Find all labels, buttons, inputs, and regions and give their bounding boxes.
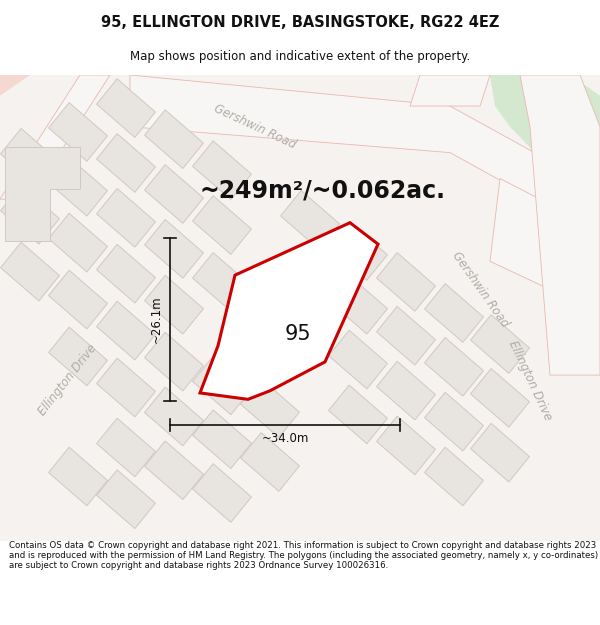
- Polygon shape: [470, 369, 529, 427]
- Polygon shape: [49, 213, 107, 272]
- Polygon shape: [193, 464, 251, 522]
- Polygon shape: [425, 338, 484, 396]
- Polygon shape: [49, 327, 107, 386]
- Text: ~249m²/~0.062ac.: ~249m²/~0.062ac.: [200, 179, 446, 202]
- Polygon shape: [0, 75, 110, 199]
- Polygon shape: [377, 306, 436, 365]
- Polygon shape: [49, 270, 107, 329]
- Polygon shape: [97, 470, 155, 529]
- Polygon shape: [97, 301, 155, 360]
- Polygon shape: [377, 361, 436, 420]
- Text: Gershwin Road: Gershwin Road: [449, 249, 511, 329]
- Polygon shape: [410, 75, 490, 106]
- Polygon shape: [241, 432, 299, 491]
- Polygon shape: [200, 222, 378, 399]
- Text: 95: 95: [284, 324, 311, 344]
- Polygon shape: [145, 332, 203, 391]
- Polygon shape: [0, 75, 600, 541]
- Polygon shape: [145, 276, 203, 334]
- Polygon shape: [97, 189, 155, 247]
- Polygon shape: [193, 141, 251, 199]
- Polygon shape: [490, 179, 600, 313]
- Polygon shape: [145, 110, 203, 169]
- Polygon shape: [145, 441, 203, 499]
- Polygon shape: [241, 325, 299, 384]
- Polygon shape: [97, 244, 155, 303]
- Text: Ellington Drive: Ellington Drive: [36, 342, 100, 418]
- Polygon shape: [520, 75, 600, 375]
- Polygon shape: [97, 79, 155, 138]
- Polygon shape: [97, 358, 155, 417]
- Text: ~26.1m: ~26.1m: [149, 296, 163, 343]
- Polygon shape: [470, 315, 529, 373]
- Polygon shape: [145, 219, 203, 278]
- Polygon shape: [5, 148, 80, 241]
- Polygon shape: [329, 222, 388, 280]
- Polygon shape: [425, 447, 484, 506]
- Polygon shape: [97, 134, 155, 192]
- Polygon shape: [193, 253, 251, 311]
- Polygon shape: [1, 186, 59, 244]
- Text: Map shows position and indicative extent of the property.: Map shows position and indicative extent…: [130, 50, 470, 62]
- Polygon shape: [281, 299, 340, 358]
- Polygon shape: [193, 410, 251, 469]
- Text: ~34.0m: ~34.0m: [262, 432, 308, 445]
- Polygon shape: [1, 242, 59, 301]
- Text: 95, ELLINGTON DRIVE, BASINGSTOKE, RG22 4EZ: 95, ELLINGTON DRIVE, BASINGSTOKE, RG22 4…: [101, 15, 499, 30]
- Polygon shape: [281, 191, 340, 249]
- Polygon shape: [193, 356, 251, 415]
- Polygon shape: [470, 423, 529, 482]
- Text: Gershwin Road: Gershwin Road: [212, 102, 298, 151]
- Polygon shape: [49, 447, 107, 506]
- Polygon shape: [97, 418, 155, 477]
- Polygon shape: [241, 379, 299, 438]
- Polygon shape: [49, 102, 107, 161]
- Polygon shape: [145, 164, 203, 223]
- Polygon shape: [193, 196, 251, 254]
- Polygon shape: [329, 276, 388, 334]
- Polygon shape: [1, 129, 59, 187]
- Polygon shape: [329, 385, 388, 444]
- Polygon shape: [49, 158, 107, 216]
- Polygon shape: [425, 284, 484, 342]
- Text: Ellington Drive: Ellington Drive: [506, 338, 554, 422]
- Polygon shape: [130, 75, 600, 236]
- Polygon shape: [0, 75, 30, 96]
- Polygon shape: [377, 253, 436, 311]
- Polygon shape: [281, 244, 340, 303]
- Polygon shape: [145, 387, 203, 446]
- Polygon shape: [377, 416, 436, 475]
- Text: Contains OS data © Crown copyright and database right 2021. This information is : Contains OS data © Crown copyright and d…: [9, 541, 598, 571]
- Polygon shape: [425, 392, 484, 451]
- Polygon shape: [329, 330, 388, 389]
- Polygon shape: [490, 75, 600, 199]
